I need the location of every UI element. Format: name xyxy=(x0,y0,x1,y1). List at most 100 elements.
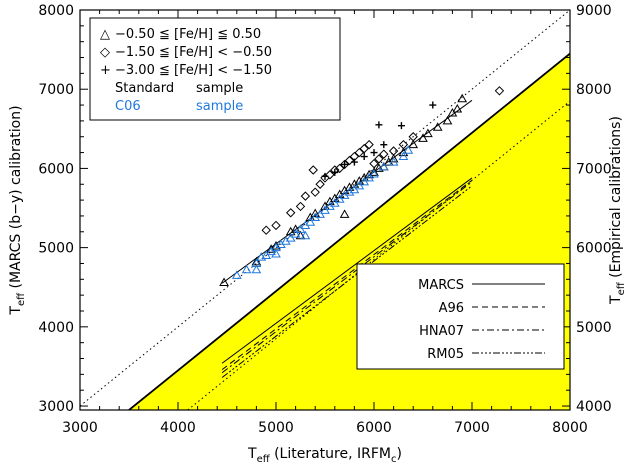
marker-plus xyxy=(350,158,358,166)
series-line-7 xyxy=(221,185,473,378)
marker-triangle xyxy=(251,264,262,274)
marker-plus xyxy=(360,153,368,161)
y2-tick-label: 4000 xyxy=(576,399,612,415)
marker-diamond xyxy=(325,170,335,180)
legend-sample-name: C06 xyxy=(115,99,141,114)
marker-diamond xyxy=(388,146,399,156)
legend-metallicity-label: −1.50 ≦ [Fe/H] < −0.50 xyxy=(115,45,272,60)
marker-triangle xyxy=(300,230,311,240)
series-lines xyxy=(80,10,570,410)
marker-plus xyxy=(321,172,329,180)
y-tick-label: 7000 xyxy=(38,82,74,98)
marker-triangle xyxy=(241,264,252,274)
marker-triangle xyxy=(388,153,399,163)
y2-tick-label: 7000 xyxy=(576,161,612,177)
y2-axis-title: Teff (Empirical calibrations) xyxy=(608,116,627,305)
y2-tick-label: 9000 xyxy=(576,3,612,19)
series-line-2 xyxy=(187,100,570,410)
marker-diamond xyxy=(295,201,306,212)
legend-metallicity: △ −0.50 ≦ [Fe/H] ≦ 0.50 ◇ −1.50 ≦ [Fe/H] < … xyxy=(89,17,341,121)
y2-tick-label: 8000 xyxy=(576,82,612,98)
x-tick-label: 3000 xyxy=(62,420,98,436)
marker-triangle xyxy=(452,104,463,113)
y2-tick-label: 6000 xyxy=(576,241,612,257)
marker-triangle xyxy=(231,270,242,279)
x-tick-label: 5000 xyxy=(258,420,294,436)
marker-triangle xyxy=(305,217,316,226)
axis-ticks xyxy=(79,9,571,410)
marker-triangle xyxy=(219,277,229,286)
marker-triangle xyxy=(271,248,281,258)
x-axis-title: Teff (Literature, IRFMc) xyxy=(247,446,402,465)
legend-symbol: + xyxy=(100,63,111,78)
marker-diamond xyxy=(285,208,296,218)
marker-triangle xyxy=(320,201,330,210)
y-tick-label: 6000 xyxy=(38,161,74,177)
marker-diamond xyxy=(408,132,418,142)
marker-diamond xyxy=(494,86,505,96)
marker-triangle xyxy=(423,128,433,138)
marker-triangle xyxy=(418,133,428,142)
marker-triangle xyxy=(310,208,321,218)
marker-triangle xyxy=(408,139,419,149)
marker-diamond xyxy=(344,155,355,166)
legend-calibration-label: MARCS xyxy=(418,278,464,293)
marker-diamond xyxy=(359,143,369,154)
marker-triangle xyxy=(403,145,414,154)
marker-diamond xyxy=(369,158,379,169)
marker-diamond xyxy=(315,179,325,189)
marker-plus xyxy=(397,122,405,130)
legend-metallicity-label: −3.00 ≦ [Fe/H] < −1.50 xyxy=(115,63,272,78)
y2-tick-label: 5000 xyxy=(576,320,612,336)
x-tick-label: 4000 xyxy=(160,420,196,436)
y-tick-label: 8000 xyxy=(38,3,74,19)
marker-diamond xyxy=(300,191,311,201)
marker-triangle xyxy=(442,115,453,125)
marker-triangle xyxy=(290,229,301,238)
legend-sample-word: sample xyxy=(196,81,243,96)
marker-plus xyxy=(429,101,437,109)
y-tick-label: 5000 xyxy=(38,241,74,257)
legend-calibration-label: HNA07 xyxy=(419,324,464,339)
marker-diamond xyxy=(398,139,409,150)
marker-plus xyxy=(331,168,339,176)
marker-diamond xyxy=(310,187,320,197)
marker-diamond xyxy=(379,149,389,159)
data-markers xyxy=(219,86,505,286)
y-axis-title: Teff (MARCS (b−y) calibration) xyxy=(8,105,27,315)
marker-diamond xyxy=(334,163,345,174)
marker-triangle xyxy=(369,168,379,178)
marker-diamond xyxy=(271,220,281,231)
y-tick-label: 3000 xyxy=(38,399,74,415)
marker-diamond xyxy=(374,154,384,164)
marker-diamond xyxy=(308,165,318,175)
x-tick-label: 6000 xyxy=(356,420,392,436)
legend-calibrations-box xyxy=(356,263,565,370)
marker-diamond xyxy=(339,159,350,170)
marker-plus xyxy=(341,160,349,168)
tick-labels: 3000 4000 5000 6000 7000 8000 3000 4000 5000 6000… xyxy=(38,3,611,436)
marker-triangle xyxy=(432,122,443,131)
legend-sample-name: Standard xyxy=(115,81,174,96)
marker-diamond xyxy=(364,139,374,150)
legend-sample-word: sample xyxy=(196,99,243,114)
legend-metallicity-box xyxy=(89,17,341,121)
marker-triangle xyxy=(388,157,399,166)
legend-metallicity-label: −0.50 ≦ [Fe/H] ≦ 0.50 xyxy=(115,27,261,42)
legend-symbol: ◇ xyxy=(100,45,110,60)
plot-frame xyxy=(79,9,571,411)
series-line-4 xyxy=(221,177,473,364)
legend-calibration-label: A96 xyxy=(439,301,464,316)
marker-triangle xyxy=(457,93,468,103)
marker-triangle xyxy=(339,209,350,218)
marker-triangle xyxy=(378,161,389,171)
series-line-1 xyxy=(128,52,570,410)
marker-diamond xyxy=(354,147,365,158)
y-tick-label: 4000 xyxy=(38,320,74,336)
x-tick-label: 7000 xyxy=(454,420,490,436)
marker-triangle xyxy=(398,151,409,161)
marker-plus xyxy=(380,141,388,149)
legend-symbol: △ xyxy=(100,27,110,42)
marker-diamond xyxy=(261,225,271,235)
